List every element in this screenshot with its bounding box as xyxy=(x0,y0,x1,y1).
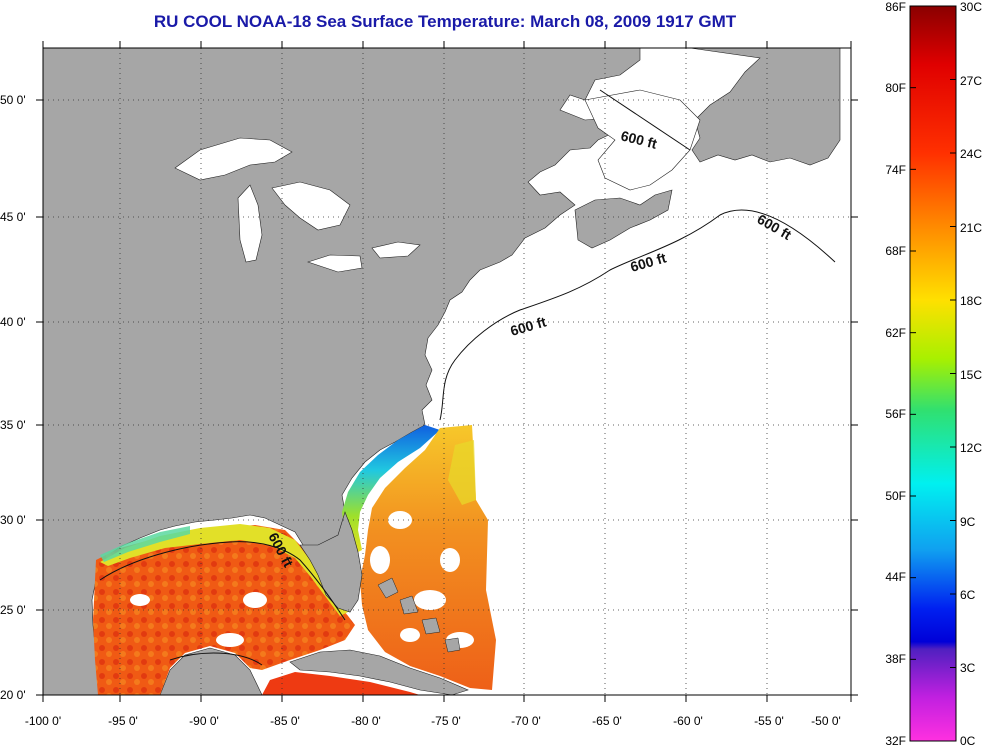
colorbar-label-f: 86F xyxy=(885,0,906,14)
lat-label-35: 35 0' xyxy=(0,418,26,432)
colorbar-label-f: 74F xyxy=(885,163,906,177)
colorbar-label-f: 50F xyxy=(885,489,906,503)
colorbar-label-f: 80F xyxy=(885,81,906,95)
lon-label-60: -60 0' xyxy=(673,714,703,728)
colorbar-label-c: 18C xyxy=(960,294,982,308)
colorbar-label-f: 44F xyxy=(885,570,906,584)
lon-label-85: -85 0' xyxy=(270,714,300,728)
lat-label-20: 20 0' xyxy=(0,688,26,702)
sst-caribbean xyxy=(262,672,420,695)
lat-label-50: 50 0' xyxy=(0,93,26,107)
lon-label-75: -75 0' xyxy=(431,714,461,728)
land-bahamas xyxy=(377,577,461,653)
lon-label-95: -95 0' xyxy=(108,714,138,728)
colorbar-label-f: 38F xyxy=(885,652,906,666)
land-north-america xyxy=(42,47,641,696)
colorbar-label-c: 0C xyxy=(960,734,976,748)
map-frame xyxy=(42,47,852,696)
colorbar-label-c: 24C xyxy=(960,147,982,161)
sst-gulf-coast-cool xyxy=(100,526,190,562)
colorbar-gradient xyxy=(909,5,957,742)
colorbar-label-c: 12C xyxy=(960,441,982,455)
colorbar-label-c: 21C xyxy=(960,221,982,235)
lon-label-50: -50 0' xyxy=(811,714,841,728)
colorbar-label-c: 3C xyxy=(960,661,976,675)
lon-label-90: -90 0' xyxy=(189,714,219,728)
colorbar-label-c: 30C xyxy=(960,0,982,14)
colorbar-label-c: 15C xyxy=(960,368,982,382)
map-title: RU COOL NOAA-18 Sea Surface Temperature:… xyxy=(153,12,737,31)
lon-label-65: -65 0' xyxy=(592,714,622,728)
lat-label-25: 25 0' xyxy=(0,603,26,617)
land-yucatan xyxy=(159,647,263,696)
bathymetry-600ft-contour xyxy=(99,89,836,666)
colorbar-label-f: 68F xyxy=(885,244,906,258)
land-nova-scotia xyxy=(574,189,673,249)
lat-label-30: 30 0' xyxy=(0,513,26,527)
lon-label-80: -80 0' xyxy=(351,714,381,728)
colorbar-label-c: 6C xyxy=(960,588,976,602)
land-florida xyxy=(299,511,363,613)
lon-label-100: -100 0' xyxy=(25,714,61,728)
lon-label-70: -70 0' xyxy=(511,714,541,728)
sst-map: 50 0' 45 0' 40 0' 35 0' 30 0' 25 0' 20 0… xyxy=(0,41,858,728)
land-cuba xyxy=(289,649,469,696)
colorbar-label-f: 62F xyxy=(885,326,906,340)
lon-label-55: -55 0' xyxy=(754,714,784,728)
cloud-gaps xyxy=(130,511,474,648)
lat-label-40: 40 0' xyxy=(0,315,26,329)
colorbar-label-c: 9C xyxy=(960,515,976,529)
sst-offshore-yellow xyxy=(448,440,476,505)
axis-ticks xyxy=(36,41,858,702)
temperature-colorbar: 86F 80F 74F 68F 62F 56F 50F 44F 38F 32F … xyxy=(885,0,982,748)
land-newfoundland xyxy=(689,47,841,166)
colorbar-label-c: 27C xyxy=(960,74,982,88)
sst-gulf-coast-band xyxy=(100,524,348,616)
great-lakes xyxy=(174,137,421,273)
colorbar-label-f: 32F xyxy=(885,734,906,748)
gulf-st-lawrence xyxy=(584,89,701,191)
lat-label-45: 45 0' xyxy=(0,210,26,224)
colorbar-label-f: 56F xyxy=(885,407,906,421)
